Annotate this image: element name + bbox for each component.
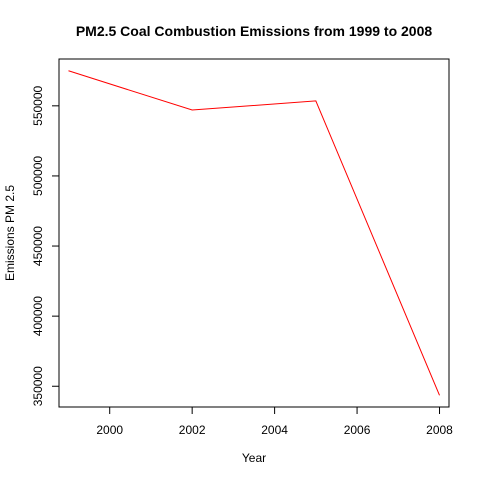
- x-axis-label: Year: [242, 451, 266, 465]
- x-tick-label: 2006: [344, 423, 371, 437]
- y-axis-label: Emissions PM 2.5: [3, 185, 17, 281]
- y-tick-label: 400000: [31, 296, 45, 336]
- y-tick-label: 450000: [31, 226, 45, 266]
- y-axis: 350000 400000 450000 500000 550000: [31, 85, 59, 406]
- chart-title: PM2.5 Coal Combustion Emissions from 199…: [76, 23, 433, 39]
- y-tick-label: 350000: [31, 366, 45, 406]
- series-line: [68, 70, 440, 396]
- series-layer: [68, 70, 440, 396]
- x-tick-label: 2002: [179, 423, 206, 437]
- x-tick-label: 2004: [261, 423, 288, 437]
- y-tick-label: 550000: [31, 85, 45, 125]
- x-tick-label: 2000: [96, 423, 123, 437]
- x-axis: 2000 2002 2004 2006 2008: [96, 407, 453, 437]
- x-tick-label: 2008: [426, 423, 453, 437]
- y-tick-label: 500000: [31, 156, 45, 196]
- plot-frame: [58, 58, 450, 408]
